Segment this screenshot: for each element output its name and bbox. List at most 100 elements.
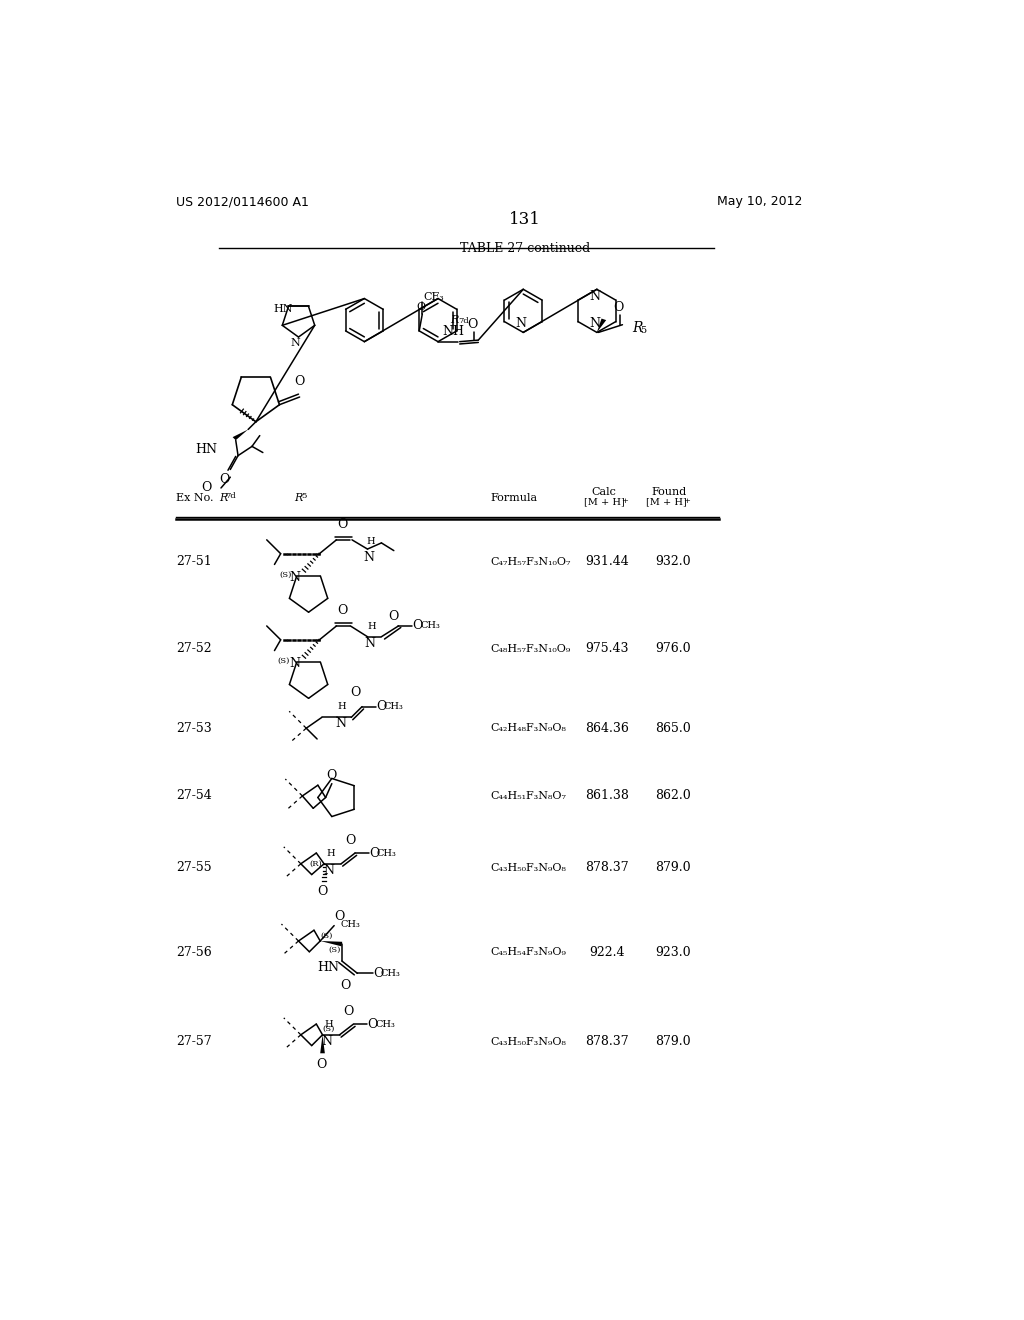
Text: 878.37: 878.37 [585,1035,629,1048]
Text: 865.0: 865.0 [655,722,691,735]
Text: O: O [368,1018,378,1031]
Text: O: O [376,700,386,713]
Polygon shape [321,1035,325,1053]
Text: O: O [315,1057,327,1071]
Polygon shape [232,429,248,441]
Text: 862.0: 862.0 [655,789,691,803]
Text: C₄₇H₅₇F₃N₁₀O₇: C₄₇H₅₇F₃N₁₀O₇ [490,557,571,566]
Text: 864.36: 864.36 [585,722,629,735]
Text: CH₃: CH₃ [377,849,396,858]
Text: O: O [413,619,423,632]
Text: CH₃: CH₃ [375,1019,395,1028]
Text: +: + [621,496,628,506]
Text: H: H [338,702,346,711]
Text: 27-51: 27-51 [176,556,212,569]
Text: 27-56: 27-56 [176,945,212,958]
Text: CF₃: CF₃ [424,292,444,302]
Text: May 10, 2012: May 10, 2012 [717,195,803,209]
Polygon shape [597,318,606,333]
Text: R: R [295,494,303,503]
Text: C₄₄H₅₁F₃N₈O₇: C₄₄H₅₁F₃N₈O₇ [490,791,566,801]
Text: (S): (S) [321,932,333,940]
Text: N: N [290,570,301,583]
Text: C₄₂H₄₈F₃N₉O₈: C₄₂H₄₈F₃N₉O₈ [490,723,566,733]
Text: H: H [367,622,376,631]
Text: O: O [202,482,212,495]
Text: N: N [291,338,300,347]
Text: C₄₈H₅₇F₃N₁₀O₉: C₄₈H₅₇F₃N₁₀O₉ [490,644,571,653]
Text: N: N [290,657,301,669]
Text: 131: 131 [509,211,541,228]
Text: O: O [295,375,305,388]
Text: US 2012/0114600 A1: US 2012/0114600 A1 [176,195,309,209]
Text: 976.0: 976.0 [655,643,690,656]
Text: C₄₃H₅₀F₃N₉O₈: C₄₃H₅₀F₃N₉O₈ [490,1036,566,1047]
Text: 922.4: 922.4 [589,945,625,958]
Text: 5: 5 [301,492,306,500]
Polygon shape [321,941,342,946]
Text: Calc: Calc [592,487,616,498]
Text: N: N [589,290,600,304]
Text: O: O [338,517,348,531]
Text: 879.0: 879.0 [655,1035,690,1048]
Text: H: H [326,849,335,858]
Text: (S): (S) [328,945,340,953]
Text: 861.38: 861.38 [585,789,629,803]
Text: O: O [219,473,229,486]
Text: O: O [338,603,348,616]
Text: (S): (S) [278,657,290,665]
Text: C₄₃H₅₀F₃N₉O₈: C₄₃H₅₀F₃N₉O₈ [490,862,566,873]
Text: O: O [340,979,350,993]
Text: O: O [327,770,337,781]
Text: 27-55: 27-55 [176,861,212,874]
Text: N: N [365,636,376,649]
Text: 27-57: 27-57 [176,1035,212,1048]
Text: 5: 5 [640,326,646,334]
Text: CH₃: CH₃ [381,969,400,978]
Text: Found: Found [652,487,687,498]
Text: 975.43: 975.43 [585,643,629,656]
Text: 27-53: 27-53 [176,722,212,735]
Text: N: N [322,1035,333,1048]
Text: O: O [350,686,361,700]
Text: NH: NH [442,325,465,338]
Text: TABLE 27-continued: TABLE 27-continued [460,242,590,255]
Text: O: O [317,886,328,899]
Text: [M + H]: [M + H] [646,498,686,507]
Text: (S): (S) [280,570,292,578]
Text: N: N [324,863,334,876]
Text: O: O [613,301,624,314]
Text: Formula: Formula [490,494,538,503]
Text: 7d: 7d [459,317,469,325]
Text: CH₃: CH₃ [340,920,360,928]
Text: C₄₅H₅₄F₃N₉O₉: C₄₅H₅₄F₃N₉O₉ [490,948,566,957]
Text: O: O [467,318,477,331]
Text: O: O [345,834,355,847]
Text: Ex No.: Ex No. [176,494,214,503]
Text: 878.37: 878.37 [585,861,629,874]
Text: N: N [515,317,526,330]
Text: O: O [416,302,425,313]
Text: CH₃: CH₃ [420,622,440,631]
Text: O: O [369,846,380,859]
Text: R: R [451,315,459,326]
Text: 27-52: 27-52 [176,643,212,656]
Text: (R): (R) [310,859,323,867]
Text: CH₃: CH₃ [384,702,403,711]
Text: HN: HN [316,961,339,974]
Text: N: N [589,317,600,330]
Text: HN: HN [273,305,293,314]
Text: H: H [325,1019,333,1028]
Text: N: N [364,550,375,564]
Text: [M + H]: [M + H] [584,498,625,507]
Text: 879.0: 879.0 [655,861,690,874]
Text: 7d: 7d [225,492,237,500]
Text: O: O [344,1005,354,1018]
Text: 27-54: 27-54 [176,789,212,803]
Text: O: O [334,909,344,923]
Text: R: R [219,494,227,503]
Text: O: O [373,966,383,979]
Text: N: N [335,718,346,730]
Text: 932.0: 932.0 [655,556,690,569]
Text: 923.0: 923.0 [655,945,690,958]
